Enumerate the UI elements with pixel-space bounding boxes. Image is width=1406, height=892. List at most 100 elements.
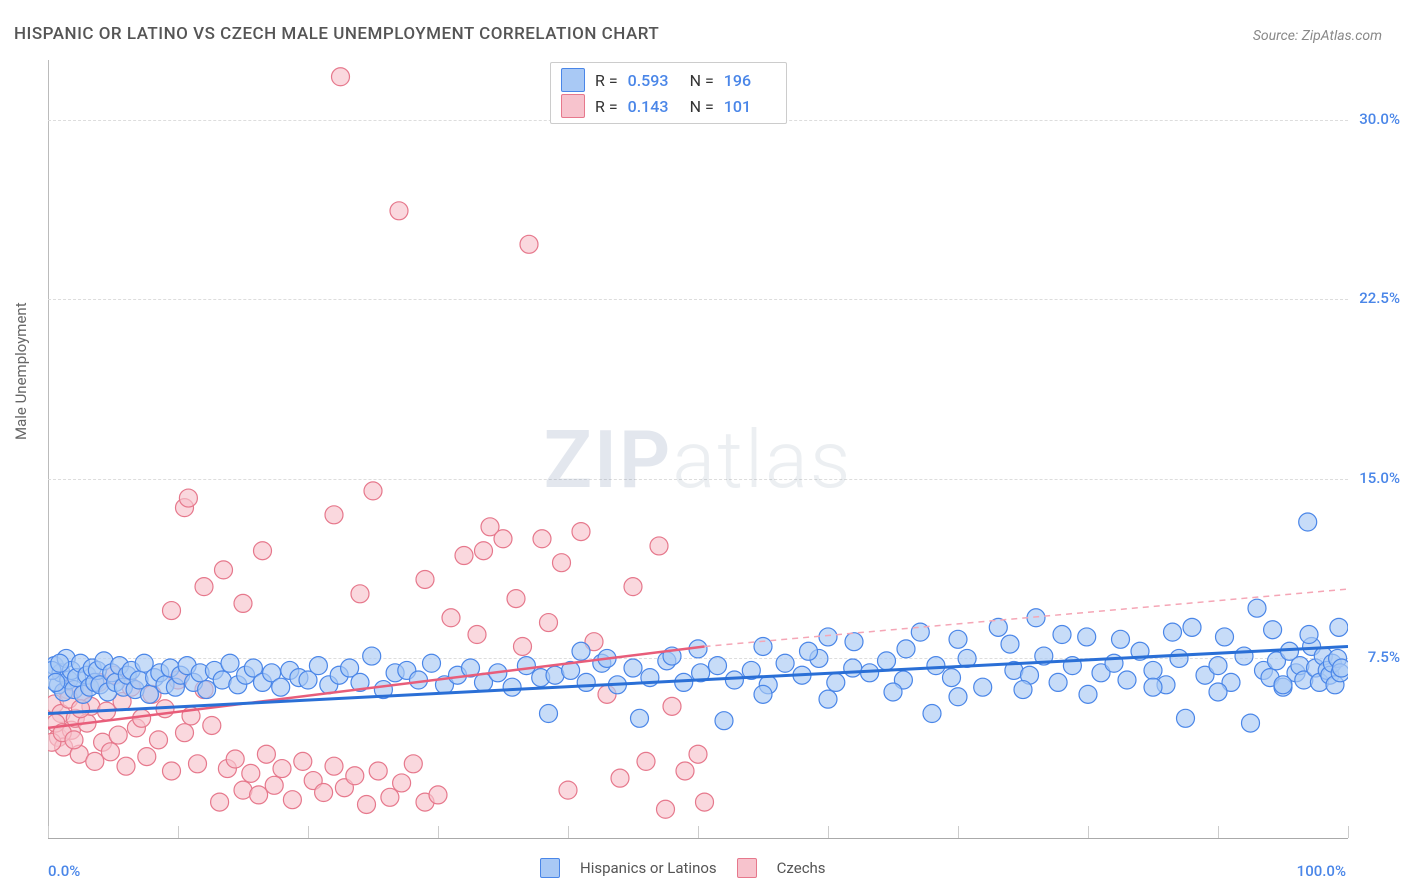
point-czech — [109, 726, 127, 744]
point-hispanic — [503, 678, 521, 696]
point-czech — [163, 762, 181, 780]
point-czech — [429, 786, 447, 804]
point-hispanic — [844, 659, 862, 677]
y-tick-label: 7.5% — [1368, 648, 1400, 666]
point-czech — [273, 760, 291, 778]
point-czech — [663, 697, 681, 715]
point-hispanic — [1209, 683, 1227, 701]
swatch-series-b — [561, 94, 585, 118]
point-hispanic — [776, 654, 794, 672]
point-czech — [203, 716, 221, 734]
point-czech — [195, 578, 213, 596]
point-czech — [650, 537, 668, 555]
x-axis-start: 0.0% — [48, 862, 80, 880]
point-czech — [390, 202, 408, 220]
point-hispanic — [1299, 513, 1317, 531]
point-hispanic — [800, 642, 818, 660]
trendline-czech-dash — [705, 589, 1349, 646]
point-hispanic — [572, 642, 590, 660]
point-czech — [332, 68, 350, 86]
point-hispanic — [1274, 676, 1292, 694]
point-hispanic — [845, 633, 863, 651]
point-czech — [101, 743, 119, 761]
point-hispanic — [309, 657, 327, 675]
point-czech — [540, 614, 558, 632]
point-hispanic — [1177, 709, 1195, 727]
point-hispanic — [1264, 621, 1282, 639]
point-czech — [294, 752, 312, 770]
point-hispanic — [943, 669, 961, 687]
point-czech — [657, 800, 675, 818]
point-hispanic — [1209, 657, 1227, 675]
y-tick-label: 15.0% — [1359, 469, 1400, 487]
point-hispanic — [624, 659, 642, 677]
point-hispanic — [949, 630, 967, 648]
point-hispanic — [140, 685, 158, 703]
point-hispanic — [1014, 681, 1032, 699]
y-axis-label: Male Unemployment — [12, 302, 30, 440]
swatch-axis-a — [540, 858, 560, 878]
point-hispanic — [819, 628, 837, 646]
x-tick — [1348, 826, 1349, 838]
point-czech — [351, 585, 369, 603]
point-czech — [189, 755, 207, 773]
point-czech — [689, 745, 707, 763]
point-hispanic — [1053, 626, 1071, 644]
legend-row-a: R = 0.593 N = 196 — [561, 67, 776, 93]
point-czech — [242, 764, 260, 782]
point-czech — [176, 724, 194, 742]
point-hispanic — [1049, 673, 1067, 691]
point-hispanic — [1242, 714, 1260, 732]
point-hispanic — [423, 654, 441, 672]
point-czech — [572, 523, 590, 541]
point-czech — [468, 626, 486, 644]
point-czech — [553, 554, 571, 572]
point-czech — [507, 590, 525, 608]
point-czech — [315, 784, 333, 802]
chart-container: HISPANIC OR LATINO VS CZECH MALE UNEMPLO… — [0, 0, 1406, 892]
point-czech — [226, 750, 244, 768]
point-hispanic — [827, 673, 845, 691]
point-hispanic — [517, 657, 535, 675]
series-a-label: Hispanics or Latinos — [580, 859, 717, 877]
point-hispanic — [949, 688, 967, 706]
point-hispanic — [1248, 599, 1266, 617]
point-hispanic — [1112, 630, 1130, 648]
point-hispanic — [1144, 661, 1162, 679]
point-hispanic — [1001, 635, 1019, 653]
point-czech — [65, 731, 83, 749]
scatter-svg — [48, 60, 1348, 838]
point-czech — [611, 769, 629, 787]
point-hispanic — [884, 683, 902, 701]
point-hispanic — [1330, 618, 1348, 636]
swatch-series-a — [561, 68, 585, 92]
point-czech — [696, 793, 714, 811]
point-hispanic — [1164, 623, 1182, 641]
point-hispanic — [878, 652, 896, 670]
point-hispanic — [1027, 609, 1045, 627]
point-hispanic — [927, 657, 945, 675]
point-czech — [179, 489, 197, 507]
point-hispanic — [911, 623, 929, 641]
point-czech — [624, 578, 642, 596]
point-hispanic — [272, 678, 290, 696]
point-hispanic — [363, 647, 381, 665]
point-czech — [676, 762, 694, 780]
point-czech — [250, 786, 268, 804]
point-czech — [257, 745, 275, 763]
point-hispanic — [709, 657, 727, 675]
source-attribution: Source: ZipAtlas.com — [1253, 28, 1382, 44]
point-czech — [381, 788, 399, 806]
point-hispanic — [1078, 628, 1096, 646]
point-hispanic — [1216, 628, 1234, 646]
swatch-axis-b — [737, 858, 757, 878]
chart-title: HISPANIC OR LATINO VS CZECH MALE UNEMPLO… — [14, 24, 659, 44]
point-hispanic — [1170, 649, 1188, 667]
point-hispanic — [1144, 678, 1162, 696]
point-czech — [254, 542, 272, 560]
y-tick-label: 30.0% — [1359, 110, 1400, 128]
point-hispanic — [198, 681, 216, 699]
point-czech — [455, 547, 473, 565]
point-czech — [404, 755, 422, 773]
point-czech — [215, 561, 233, 579]
